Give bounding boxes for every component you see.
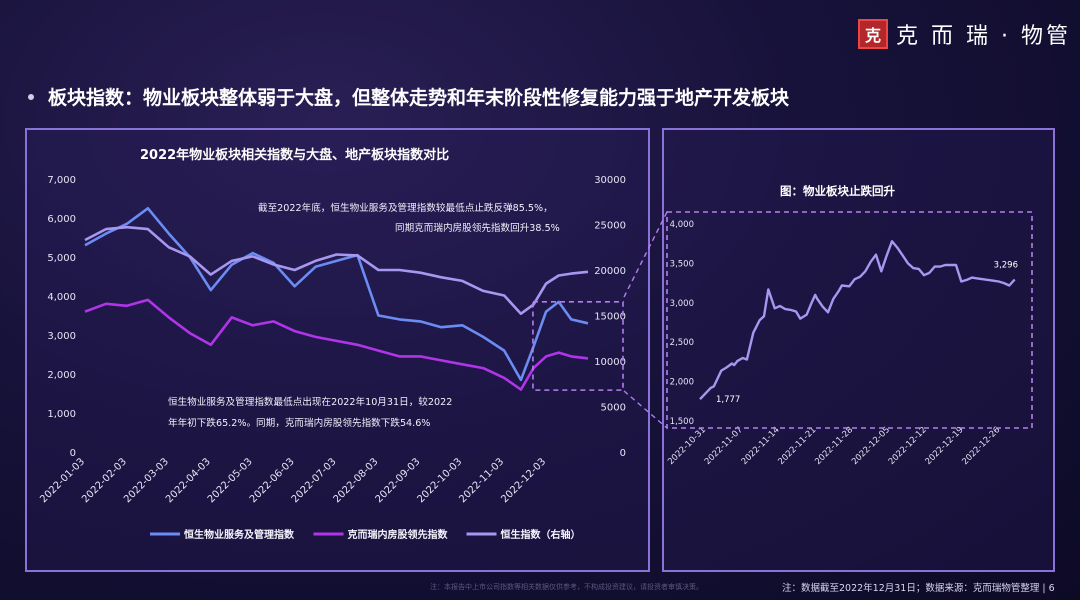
left-y-tick-label: 2,000 bbox=[47, 370, 76, 381]
footnote: 注：数据截至2022年12月31日；数据来源：克而瑞物管整理 | 6 bbox=[782, 583, 1055, 594]
annotation-text: 截至2022年底，恒生物业服务及管理指数较最低点止跌反弹85.5%， bbox=[258, 202, 553, 214]
right-chart-y-tick-label: 3,000 bbox=[670, 299, 694, 309]
right-y-tick-label: 30000 bbox=[594, 175, 626, 186]
left-y-tick-label: 3,000 bbox=[47, 331, 76, 342]
right-y-tick-label: 25000 bbox=[594, 221, 626, 232]
right-chart-x-tick-label: 2022-12-19 bbox=[924, 425, 966, 467]
right-chart-panel bbox=[662, 128, 1055, 572]
right-chart-y-tick-label: 2,500 bbox=[670, 338, 694, 348]
series-line bbox=[84, 225, 589, 316]
connector-line bbox=[623, 390, 668, 429]
right-chart-x-tick-label: 2022-11-21 bbox=[776, 425, 818, 467]
right-chart-x-tick-label: 2022-12-12 bbox=[887, 425, 929, 467]
left-chart-title: 2022年物业板块相关指数与大盘、地产板块指数对比 bbox=[140, 148, 450, 163]
annotation-text: 恒生物业服务及管理指数最低点出现在2022年10月31日，较2022 bbox=[168, 396, 452, 408]
faint-disclaimer: 注：本报告中上市公司指数等相关数据仅供参考，不构成投资建议，请投资者审慎决策。 bbox=[430, 583, 703, 591]
legend-label: 克而瑞内房股领先指数 bbox=[348, 528, 449, 541]
right-chart-x-tick-label: 2022-12-26 bbox=[960, 425, 1002, 467]
right-series-line bbox=[699, 240, 1016, 401]
brand-logo: 克 克 而 瑞 · 物管 bbox=[858, 18, 1071, 50]
left-y-tick-label: 4,000 bbox=[47, 292, 76, 303]
data-label-end: 3,296 bbox=[994, 260, 1018, 270]
right-chart-x-tick-label: 2022-11-14 bbox=[740, 425, 782, 467]
right-chart-x-tick-label: 2022-11-07 bbox=[703, 425, 745, 467]
highlight-box bbox=[532, 301, 624, 391]
annotation-text: 同期克而瑞内房股领先指数回升38.5% bbox=[395, 222, 560, 234]
legend-label: 恒生物业服务及管理指数 bbox=[184, 528, 295, 541]
logo-seal-icon: 克 bbox=[858, 19, 888, 49]
right-chart-y-tick-label: 4,000 bbox=[670, 220, 694, 230]
data-label-start: 1,777 bbox=[716, 395, 740, 405]
left-y-tick-label: 6,000 bbox=[47, 214, 76, 225]
page-headline: 板块指数：物业板块整体弱于大盘，但整体走势和年末阶段性修复能力强于地产开发板块 bbox=[28, 83, 789, 110]
headline-text: 板块指数：物业板块整体弱于大盘，但整体走势和年末阶段性修复能力强于地产开发板块 bbox=[48, 87, 790, 109]
right-chart-x-tick-label: 2022-12-05 bbox=[850, 425, 892, 467]
right-chart-title: 图：物业板块止跌回升 bbox=[780, 184, 895, 198]
left-y-tick-label: 7,000 bbox=[47, 175, 76, 186]
right-chart-y-tick-label: 1,500 bbox=[670, 417, 694, 427]
x-tick-label: 2022-12-03 bbox=[499, 456, 548, 505]
left-chart: 0 1,000 2,000 3,000 4,000 5,000 6,000 7,000 0 500… bbox=[38, 175, 626, 541]
series-line bbox=[84, 207, 589, 382]
right-chart-y-tick-label: 2,000 bbox=[670, 378, 694, 388]
zoom-connector bbox=[623, 211, 668, 429]
annotation-text: 年年初下跌65.2%。同期，克而瑞内房股领先指数下跌54.6% bbox=[168, 417, 430, 429]
right-chart-x-tick-label: 2022-11-28 bbox=[813, 425, 855, 467]
left-y-tick-label: 5,000 bbox=[47, 253, 76, 264]
series-line bbox=[84, 298, 589, 391]
legend-label: 恒生指数（右轴） bbox=[501, 528, 581, 541]
connector-line bbox=[623, 211, 668, 298]
zoom-frame bbox=[666, 211, 1033, 429]
right-y-tick-label: 10000 bbox=[594, 357, 626, 368]
bullet-icon bbox=[28, 93, 34, 100]
left-y-tick-label: 1,000 bbox=[47, 409, 76, 420]
right-chart-x-tick-label: 2022-10-31 bbox=[666, 425, 708, 467]
right-y-tick-label: 15000 bbox=[594, 312, 626, 323]
left-y-tick-label: 0 bbox=[70, 448, 76, 459]
right-y-tick-label: 20000 bbox=[594, 266, 626, 277]
right-y-tick-label: 0 bbox=[620, 448, 626, 459]
right-chart-y-tick-label: 3,500 bbox=[670, 259, 694, 269]
right-chart: 1,500 2,000 2,500 3,000 3,500 4,000 2022-10-31… bbox=[666, 211, 1033, 467]
brand-name: 克 而 瑞 · 物管 bbox=[896, 24, 1071, 49]
left-chart-panel bbox=[25, 128, 650, 572]
right-y-tick-label: 5000 bbox=[601, 403, 626, 414]
